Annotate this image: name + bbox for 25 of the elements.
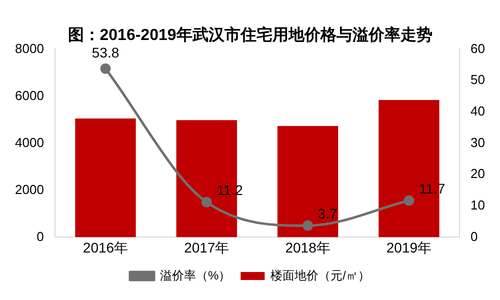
y2-tick-label: 40 xyxy=(470,103,486,118)
legend-label: 溢价率（%） xyxy=(160,268,231,282)
y-tick-label: 0 xyxy=(36,228,44,244)
x-tick-label: 2017年 xyxy=(184,239,230,256)
point xyxy=(302,220,314,231)
y2-tick-label: 0 xyxy=(470,228,478,244)
y2-tick-label: 30 xyxy=(470,134,486,150)
y-tick-label: 4000 xyxy=(15,134,44,150)
y-tick-label: 6000 xyxy=(15,88,44,103)
point xyxy=(100,63,111,74)
y2-tick-label: 20 xyxy=(470,166,486,182)
point xyxy=(404,195,414,206)
y2-tick-label: 50 xyxy=(470,72,486,88)
data-label: 3.7 xyxy=(318,205,338,222)
y2-tick-label: 60 xyxy=(470,40,486,56)
y-tick-label: 2000 xyxy=(15,182,44,197)
y-tick-label: 8000 xyxy=(15,40,44,56)
x-tick-label: 2016年 xyxy=(82,239,128,256)
legend-label: 楼面地价（元/㎡） xyxy=(270,268,370,282)
x-tick-label: 2019年 xyxy=(386,239,432,256)
y2-tick-label: 10 xyxy=(470,197,486,212)
point xyxy=(201,196,212,208)
x-tick-label: 2018年 xyxy=(285,239,330,256)
data-label: 53.8 xyxy=(92,44,120,60)
chart-title: 图：2016-2019年武汉市住宅用地价格与溢价率走势 xyxy=(68,25,432,44)
